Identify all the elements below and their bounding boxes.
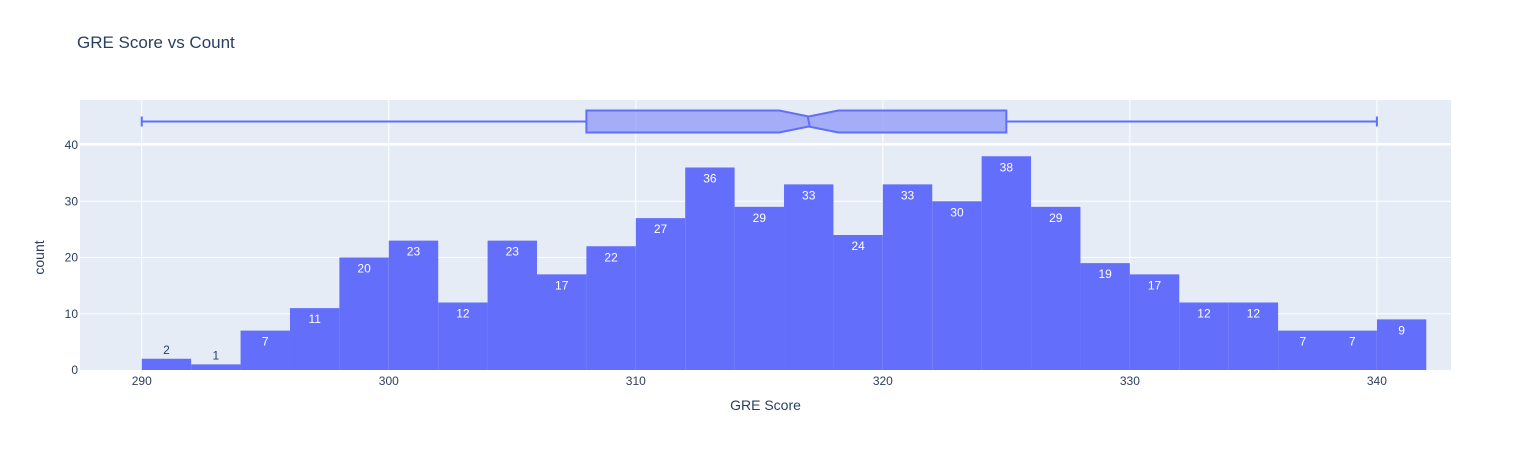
histogram-bar (932, 201, 981, 370)
bar-value-label: 33 (901, 188, 915, 202)
bar-value-label: 12 (1197, 307, 1211, 321)
bar-value-label: 23 (506, 245, 520, 259)
bar-value-label: 12 (1247, 307, 1261, 321)
y-axis-title: count (31, 240, 47, 274)
histogram-bar (389, 241, 438, 370)
bar-value-label: 12 (456, 307, 470, 321)
bar-value-label: 19 (1098, 267, 1112, 281)
histogram-bar (191, 364, 240, 370)
histogram-bar (833, 235, 882, 370)
bar-value-label: 38 (1000, 160, 1014, 174)
histogram-bar (982, 156, 1031, 370)
bar-value-label: 36 (703, 172, 717, 186)
histogram-bar (636, 218, 685, 370)
bar-value-label: 7 (262, 335, 269, 349)
bar-value-label: 1 (213, 348, 220, 362)
x-tick-label: 330 (1120, 374, 1140, 388)
y-tick-label: 20 (65, 251, 79, 265)
x-axis-ticks: 290 300 310 320 330 340 (132, 374, 1387, 388)
notched-box (586, 111, 1006, 133)
y-tick-label: 30 (65, 194, 79, 208)
bar-value-label: 27 (654, 222, 668, 236)
y-axis-ticks: 0 10 20 30 40 (65, 138, 79, 377)
histogram-bar (784, 184, 833, 370)
bar-value-label: 23 (407, 245, 421, 259)
histogram-bar (1031, 207, 1080, 370)
y-tick-label: 0 (71, 363, 78, 377)
histogram-bar (685, 168, 734, 371)
bar-value-label: 33 (802, 188, 816, 202)
bar-value-label: 29 (753, 211, 767, 225)
x-tick-label: 340 (1367, 374, 1387, 388)
y-tick-label: 40 (65, 138, 79, 152)
bar-value-label: 22 (604, 250, 618, 264)
bar-value-label: 9 (1398, 323, 1405, 337)
histogram-bar (883, 184, 932, 370)
x-axis-title: GRE Score (730, 397, 801, 413)
histogram-bar (142, 359, 191, 370)
bar-value-label: 17 (555, 278, 569, 292)
x-tick-label: 310 (626, 374, 646, 388)
y-tick-label: 10 (65, 307, 79, 321)
bar-value-label: 24 (851, 239, 865, 253)
bar-value-label: 30 (950, 205, 964, 219)
histogram-bar (488, 241, 537, 370)
histogram-bar (586, 246, 635, 370)
bar-value-label: 2 (163, 343, 170, 357)
bar-value-label: 7 (1299, 335, 1306, 349)
histogram-bar (735, 207, 784, 370)
x-tick-label: 290 (132, 374, 152, 388)
x-tick-label: 320 (873, 374, 893, 388)
bar-value-label: 20 (357, 262, 371, 276)
bar-value-label: 11 (308, 312, 321, 326)
bar-value-label: 7 (1349, 335, 1356, 349)
x-tick-label: 300 (379, 374, 399, 388)
bar-value-label: 17 (1148, 278, 1162, 292)
bar-value-label: 29 (1049, 211, 1063, 225)
